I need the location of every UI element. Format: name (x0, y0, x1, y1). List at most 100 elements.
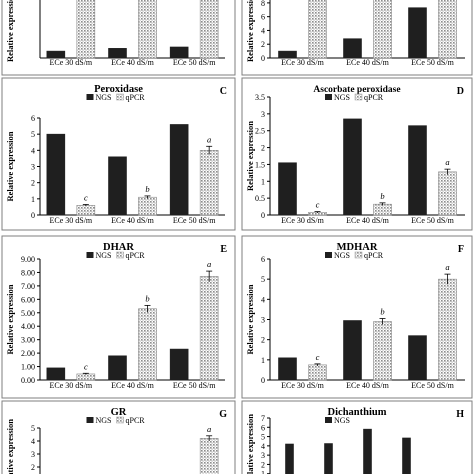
bar-ngs (278, 50, 297, 59)
bar-qpcr (76, 0, 96, 59)
x-tick-label: ECe 40 dS/m (346, 216, 389, 225)
bar-ngs (46, 367, 66, 381)
y-tick-label: 7 (261, 414, 265, 423)
y-tick-label: 1.5 (255, 160, 265, 169)
y-tick-label: 5 (31, 130, 35, 139)
bar-qpcr (138, 308, 157, 381)
panel-frame (1, 400, 236, 474)
y-tick-label: 3 (31, 450, 35, 459)
y-tick-label: 3 (261, 451, 265, 460)
panel-F: 0 1 2 3 4 5 6 Relative expression MDHAR F NGS qPCR c… (241, 235, 473, 399)
bar-qpcr (199, 276, 219, 381)
chart-title: DHAR (103, 242, 134, 253)
y-tick-label: 2.5 (255, 127, 265, 136)
bar-ngs (324, 443, 333, 474)
legend-swatch-qpcr (116, 93, 124, 101)
bar-ngs (402, 437, 411, 474)
panel-letter: C (220, 86, 227, 97)
y-tick-label: 2.00 (21, 349, 35, 358)
panel-letter: D (457, 86, 464, 97)
legend-swatch-qpcr (354, 251, 363, 259)
bar-ngs (343, 38, 362, 59)
panel-frame (1, 235, 236, 399)
y-tick-label: 2 (261, 336, 265, 345)
y-tick-label: 4 (261, 442, 265, 451)
y-tick-label: 1 (31, 195, 35, 204)
bar-ngs (278, 162, 297, 216)
legend-label-qpcr: qPCR (364, 93, 384, 102)
y-tick-label: 4 (261, 295, 265, 304)
y-tick-label: 8.00 (21, 268, 35, 277)
legend-label-ngs: NGS (334, 251, 350, 260)
legend-label-ngs: NGS (96, 416, 112, 425)
significance-letter: b (380, 191, 384, 201)
y-tick-label: 4 (31, 437, 35, 446)
significance-letter: b (380, 306, 384, 316)
significance-letter: a (207, 424, 211, 434)
y-tick-label: 4 (261, 26, 265, 35)
x-tick-label: ECe 50 dS/m (411, 58, 454, 67)
legend-swatch-qpcr (354, 93, 363, 101)
bar-qpcr (308, 0, 327, 59)
y-tick-label: 1.00 (21, 363, 35, 372)
bar-ngs (46, 50, 66, 59)
panel-B: 0 2 4 6 8 Relative expression ECe 30 dS/m ECe 4… (241, 0, 473, 76)
significance-letter: b (145, 184, 149, 194)
legend-swatch-ngs (325, 417, 332, 423)
bar-qpcr (438, 0, 457, 59)
bar-qpcr (76, 205, 96, 216)
y-axis-label: Relative expression (5, 284, 15, 354)
y-axis-label: Relative expression (245, 284, 255, 354)
x-tick-label: ECe 30 dS/m (281, 216, 324, 225)
y-tick-label: 4 (31, 146, 35, 155)
bar-qpcr (373, 321, 392, 381)
bar-qpcr (76, 373, 96, 381)
x-tick-label: ECe 40 dS/m (111, 58, 154, 67)
y-tick-label: 0 (31, 211, 35, 220)
bar-qpcr (199, 438, 219, 474)
legend-label-ngs: NGS (334, 93, 350, 102)
bar-qpcr (373, 0, 392, 59)
legend-label-qpcr: qPCR (126, 416, 146, 425)
y-tick-label: 0 (261, 376, 265, 385)
legend-swatch-ngs (86, 252, 94, 258)
panel-letter: E (220, 244, 227, 255)
legend-label-qpcr: qPCR (126, 251, 146, 260)
significance-letter: b (145, 293, 149, 303)
panel-C: 0 1 2 3 4 5 6 Relative expression Peroxidase C NGS… (1, 77, 236, 231)
bar-ngs (278, 357, 297, 381)
y-tick-label: 0.00 (21, 376, 35, 385)
bar-qpcr (138, 0, 157, 59)
y-axis-label: Relative expression (245, 0, 255, 62)
y-tick-label: 3 (261, 316, 265, 325)
x-tick-label: ECe 30 dS/m (49, 216, 92, 225)
bar-ngs (285, 443, 294, 474)
y-tick-label: 6 (261, 13, 265, 22)
panel-frame (241, 77, 473, 231)
bar-ngs (46, 133, 66, 216)
bar-ngs (343, 118, 362, 216)
panel-G: 2 3 4 5 Relative expression GR G NGS qPCR a (1, 400, 236, 474)
legend-swatch-qpcr (116, 416, 124, 424)
y-axis-label: Relative expression (5, 419, 15, 474)
panel-frame (241, 0, 473, 76)
x-tick-label: ECe 50 dS/m (411, 381, 454, 390)
x-tick-label: ECe 50 dS/m (173, 381, 216, 390)
x-tick-label: ECe 40 dS/m (111, 216, 154, 225)
panel-H: 1234567 Relative expression Dichanthium H NG… (241, 400, 473, 474)
panel-D: 0 0.5 1 1.5 2 2.5 3 3.5 Relative expression Ascor… (241, 77, 473, 231)
y-tick-label: 1 (261, 177, 265, 186)
panel-frame (241, 400, 473, 474)
legend-label-qpcr: qPCR (126, 93, 146, 102)
y-tick-label: 7.00 (21, 282, 35, 291)
bar-ngs (108, 355, 127, 381)
x-tick-label: ECe 30 dS/m (281, 381, 324, 390)
y-axis-label: Relative expression (245, 414, 255, 474)
y-tick-label: 5 (261, 433, 265, 442)
y-tick-label: 0.5 (255, 194, 265, 203)
y-tick-label: 2 (261, 144, 265, 153)
bar-qpcr (438, 171, 457, 216)
legend-label-qpcr: qPCR (364, 251, 384, 260)
y-tick-label: 4.00 (21, 322, 35, 331)
